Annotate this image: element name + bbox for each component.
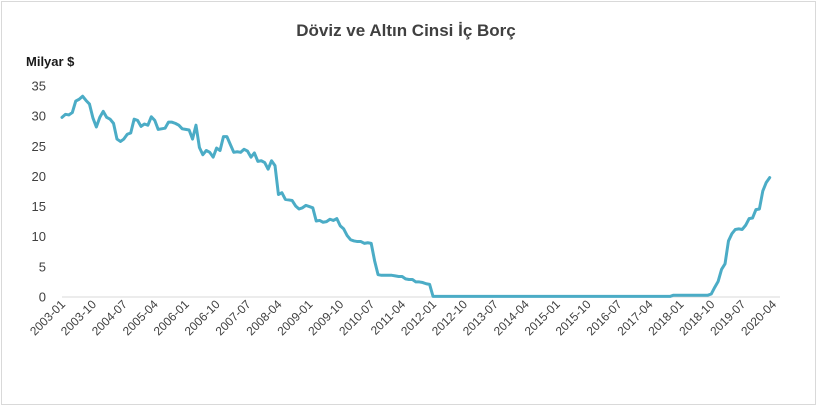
y-tick-label: 5 [39,259,46,274]
y-tick-label: 10 [32,229,46,244]
y-axis-unit-label: Milyar $ [26,54,75,69]
y-tick-label: 30 [32,109,46,124]
y-tick-label: 20 [32,169,46,184]
y-tick-label: 25 [32,139,46,154]
y-axis-ticks: 0 5 10 15 20 25 30 35 [32,79,46,305]
x-axis-ticks: 2003-012003-102004-072005-042006-012006-… [27,297,779,338]
series-line [60,94,772,298]
y-tick-label: 35 [32,79,46,94]
y-tick-label: 0 [39,290,46,305]
chart-title: Döviz ve Altın Cinsi İç Borç [296,21,515,40]
y-tick-label: 15 [32,199,46,214]
